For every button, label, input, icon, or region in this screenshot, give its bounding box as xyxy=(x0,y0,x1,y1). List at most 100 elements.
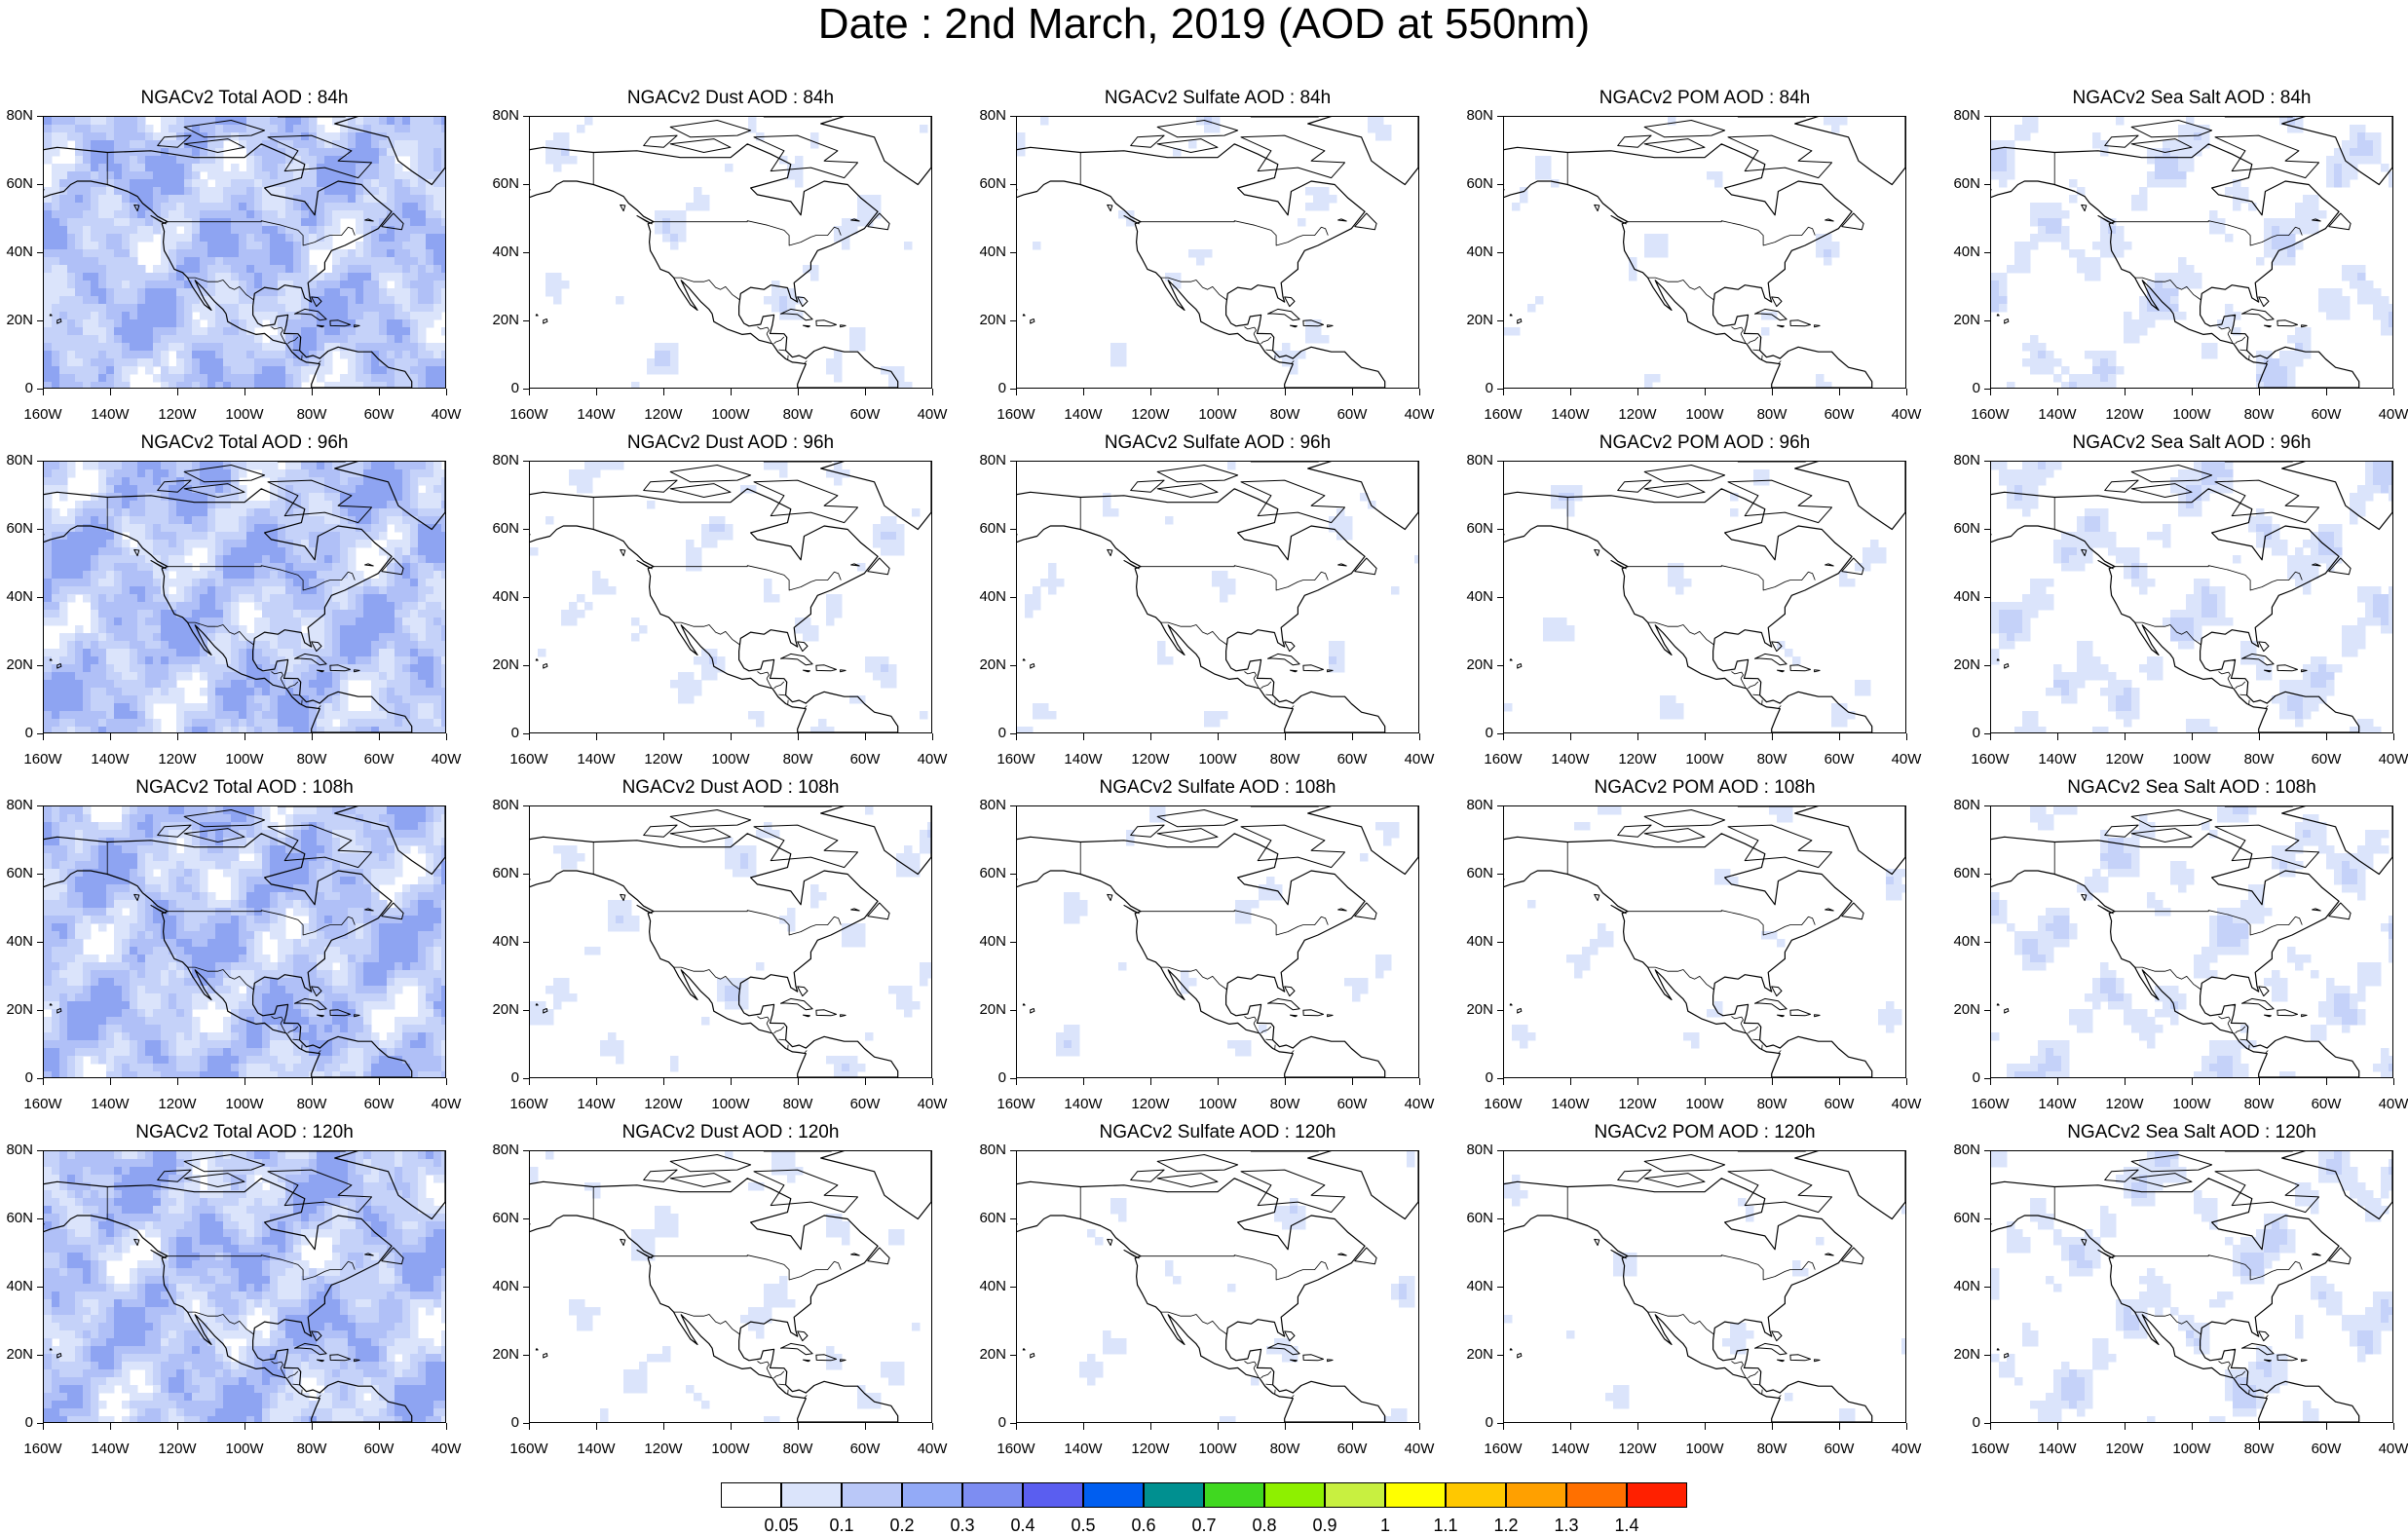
lon-tick xyxy=(1990,1423,1991,1430)
lon-tick xyxy=(1839,1078,1840,1085)
aod-field xyxy=(1504,1175,1905,1422)
panel-title: NGACv2 POM AOD : 120h xyxy=(1503,1121,1906,1144)
lon-tick-label: 160W xyxy=(1966,407,2014,423)
lon-tick xyxy=(1016,389,1017,395)
island-coastline xyxy=(670,484,731,498)
island-coastline xyxy=(1778,1360,1785,1362)
lon-tick xyxy=(1503,733,1504,740)
lat-tick xyxy=(1497,184,1503,185)
lon-tick xyxy=(1906,733,1907,740)
country-border xyxy=(2228,679,2233,688)
island-coastline xyxy=(781,1343,813,1354)
lon-tick-label: 80W xyxy=(2235,752,2283,768)
lon-tick xyxy=(1352,1078,1353,1085)
lon-tick xyxy=(1570,1078,1571,1085)
lat-tick-label: 60N xyxy=(967,1211,1006,1226)
lon-tick xyxy=(1016,1078,1017,1085)
island-coastline xyxy=(1157,810,1237,827)
island-coastline xyxy=(2259,987,2269,996)
aod-map xyxy=(530,1151,931,1422)
lat-tick-label: 80N xyxy=(1454,453,1493,468)
lon-tick-label: 80W xyxy=(1748,1097,1796,1112)
lon-tick xyxy=(110,733,111,740)
lon-tick xyxy=(798,1423,799,1430)
country-border xyxy=(1265,1384,1272,1385)
lon-tick xyxy=(2192,733,2193,740)
country-border xyxy=(1732,1362,1744,1368)
island-coastline xyxy=(2082,205,2087,210)
lon-tick xyxy=(1772,1423,1773,1430)
lat-tick xyxy=(1010,1287,1016,1288)
country-border xyxy=(1265,694,1272,695)
lon-tick-label: 100W xyxy=(1193,752,1242,768)
country-border xyxy=(1752,1384,1759,1385)
lon-tick xyxy=(1906,1078,1907,1085)
lat-tick xyxy=(1497,320,1503,321)
lat-tick xyxy=(1984,665,1990,666)
map-frame xyxy=(1503,1150,1906,1423)
island-coastline xyxy=(851,1254,860,1255)
lon-tick-label: 160W xyxy=(1479,752,1527,768)
lon-tick-label: 140W xyxy=(572,1097,621,1112)
country-border xyxy=(2266,1051,2268,1054)
lat-tick-label: 60N xyxy=(967,176,1006,192)
lat-tick-label: 60N xyxy=(480,176,519,192)
lon-tick xyxy=(1352,1423,1353,1430)
island-coastline xyxy=(1595,1239,1599,1245)
lat-tick xyxy=(37,1287,43,1288)
colorbar-swatch xyxy=(1627,1482,1687,1508)
island-coastline xyxy=(1595,549,1599,555)
panel-title: NGACv2 Sea Salt AOD : 84h xyxy=(1990,87,2393,110)
island-coastline xyxy=(670,466,750,482)
panel-title: NGACv2 Sulfate AOD : 96h xyxy=(1016,431,1419,455)
lon-tick xyxy=(2192,1078,2193,1085)
lat-tick xyxy=(37,252,43,253)
lat-tick-label: 80N xyxy=(1454,1142,1493,1158)
lat-tick-label: 40N xyxy=(1941,934,1980,950)
island-coastline xyxy=(1755,998,1787,1009)
lat-tick xyxy=(37,597,43,598)
lat-tick-label: 20N xyxy=(967,657,1006,673)
lon-tick-label: 40W xyxy=(1882,407,1931,423)
country-border xyxy=(654,911,841,935)
lon-tick xyxy=(529,733,530,740)
island-coastline xyxy=(1644,1155,1724,1172)
lat-tick xyxy=(523,1355,529,1356)
lon-tick-label: 40W xyxy=(422,407,470,423)
country-border xyxy=(1628,911,1815,935)
lon-tick xyxy=(1637,389,1638,395)
lat-tick-label: 80N xyxy=(1454,108,1493,124)
island-coastline xyxy=(1510,315,1512,316)
island-coastline xyxy=(754,1170,858,1213)
island-coastline xyxy=(2242,998,2275,1009)
lon-tick xyxy=(1150,389,1151,395)
lon-tick xyxy=(1772,733,1773,740)
island-coastline xyxy=(851,909,860,911)
lon-tick xyxy=(2326,1078,2327,1085)
lat-tick xyxy=(1497,942,1503,943)
island-coastline xyxy=(1815,1015,1821,1017)
map-frame xyxy=(1016,116,1419,389)
lat-tick-label: 20N xyxy=(1454,1347,1493,1363)
country-border xyxy=(1779,1396,1781,1399)
lon-tick-label: 100W xyxy=(220,752,269,768)
island-coastline xyxy=(1618,480,1651,492)
lat-tick xyxy=(523,805,529,806)
lat-tick xyxy=(523,116,529,117)
island-coastline xyxy=(621,205,625,210)
island-coastline xyxy=(2329,213,2351,230)
aod-field xyxy=(1079,1151,1415,1422)
island-coastline xyxy=(1842,903,1863,919)
lon-tick-label: 60W xyxy=(355,407,403,423)
lon-tick-label: 80W xyxy=(773,1097,822,1112)
lat-tick xyxy=(37,1150,43,1151)
country-border xyxy=(774,682,784,689)
lon-tick xyxy=(2326,733,2327,740)
island-coastline xyxy=(1728,480,1832,522)
lon-tick-label: 80W xyxy=(287,407,336,423)
lon-tick xyxy=(379,733,380,740)
lon-tick-label: 140W xyxy=(2033,1441,2082,1457)
island-coastline xyxy=(1778,325,1785,327)
island-coastline xyxy=(2265,325,2272,327)
